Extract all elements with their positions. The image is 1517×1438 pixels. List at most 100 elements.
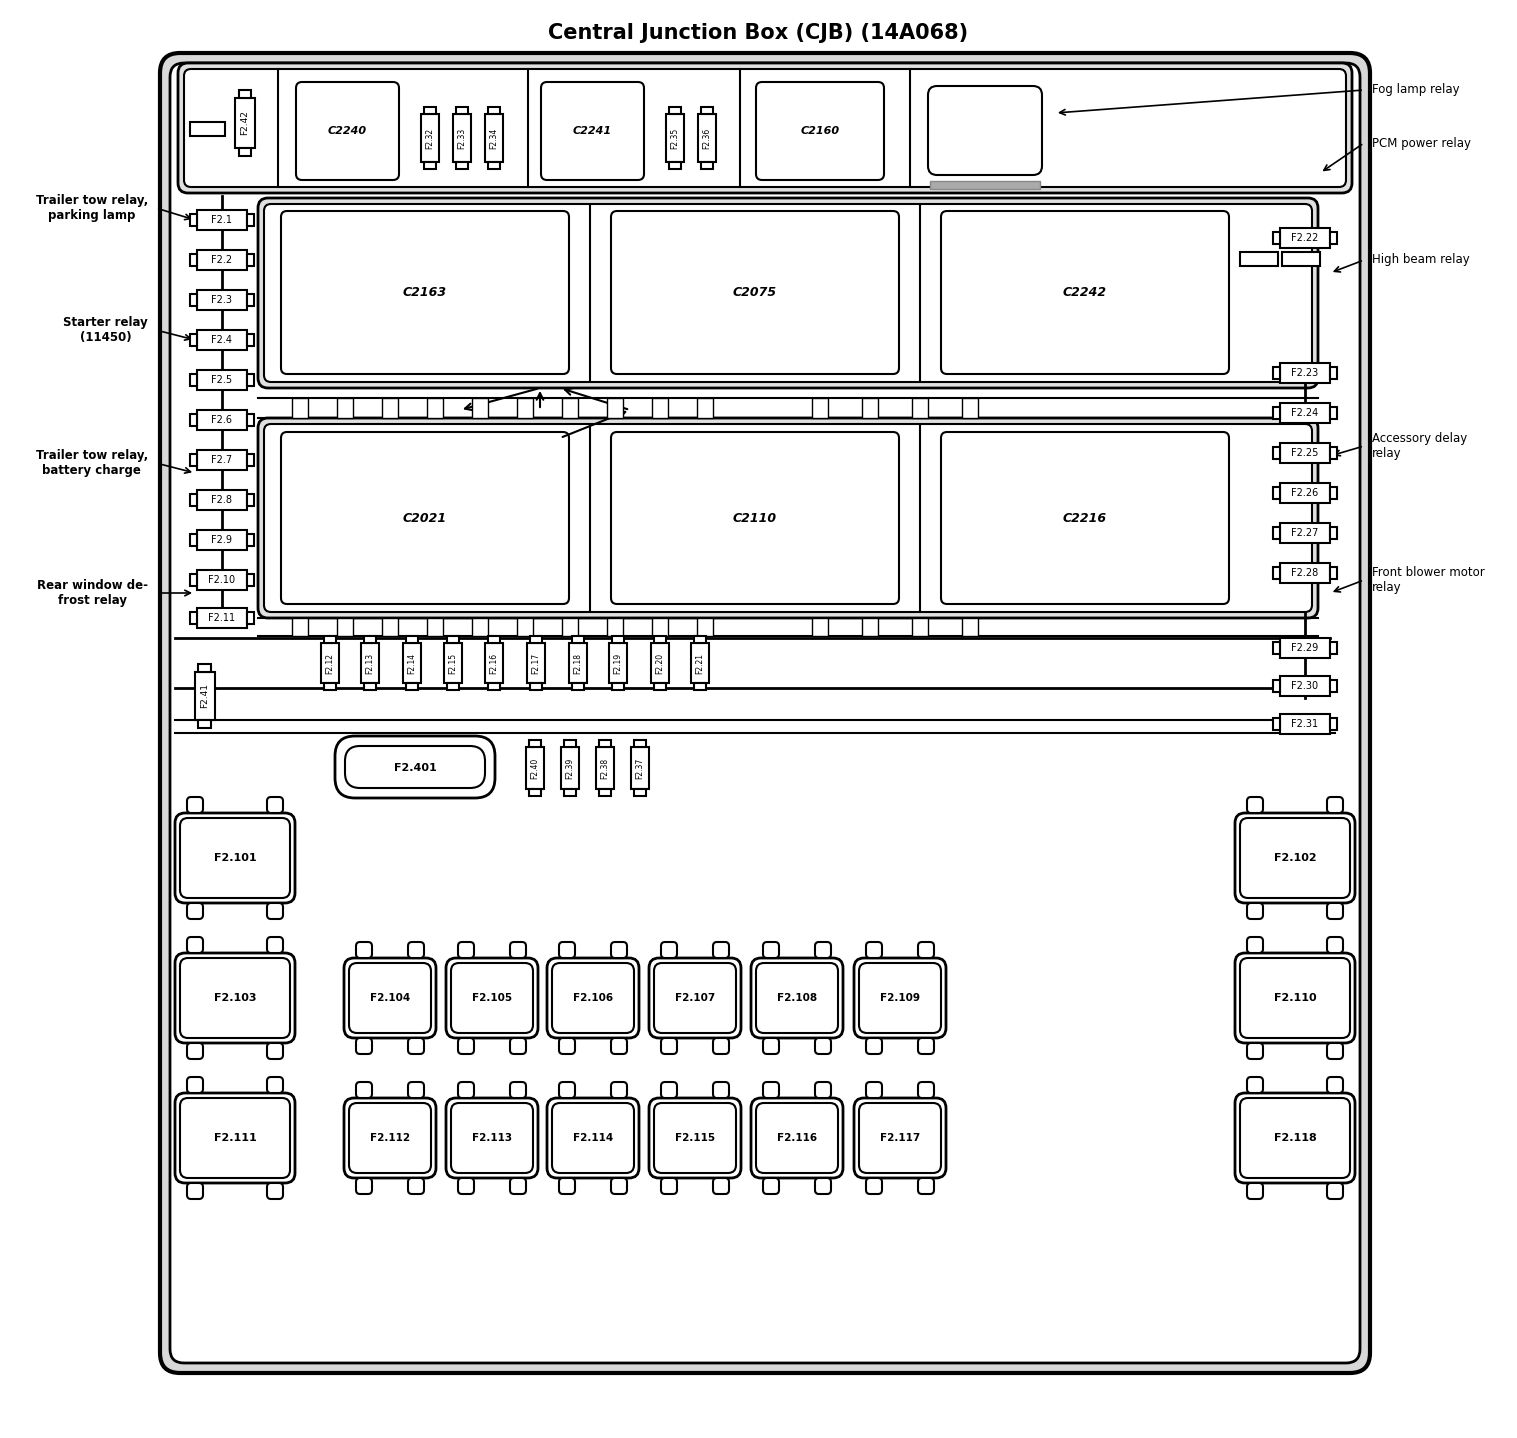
FancyBboxPatch shape — [510, 1178, 526, 1194]
FancyBboxPatch shape — [1235, 1093, 1355, 1183]
FancyBboxPatch shape — [1327, 1077, 1343, 1093]
FancyBboxPatch shape — [751, 958, 843, 1038]
FancyBboxPatch shape — [510, 1038, 526, 1054]
Bar — [197, 329, 247, 349]
Bar — [190, 495, 197, 506]
Text: F2.118: F2.118 — [1274, 1133, 1317, 1143]
FancyBboxPatch shape — [749, 76, 890, 186]
FancyBboxPatch shape — [536, 76, 649, 186]
Text: Accessory delay
relay: Accessory delay relay — [1371, 431, 1467, 460]
FancyBboxPatch shape — [815, 1178, 831, 1194]
Text: F2.1: F2.1 — [211, 216, 232, 224]
Bar — [190, 374, 197, 385]
FancyBboxPatch shape — [408, 1038, 423, 1054]
Bar — [611, 636, 623, 643]
Text: F2.113: F2.113 — [472, 1133, 513, 1143]
Bar — [651, 643, 669, 683]
Bar — [407, 636, 419, 643]
Text: F2.38: F2.38 — [601, 758, 610, 778]
Text: F2.42: F2.42 — [241, 111, 249, 135]
FancyBboxPatch shape — [349, 1103, 431, 1173]
Text: Rear window de-
frost relay: Rear window de- frost relay — [36, 580, 149, 607]
Bar — [361, 643, 379, 683]
Bar — [669, 106, 681, 114]
Bar — [247, 574, 253, 587]
Bar — [197, 210, 247, 230]
Text: F2.108: F2.108 — [777, 994, 818, 1002]
FancyBboxPatch shape — [661, 942, 677, 958]
FancyBboxPatch shape — [941, 211, 1229, 374]
FancyBboxPatch shape — [446, 958, 539, 1038]
FancyBboxPatch shape — [174, 1093, 294, 1183]
Bar — [472, 618, 488, 636]
Text: F2.110: F2.110 — [1274, 994, 1317, 1002]
Text: F2.33: F2.33 — [458, 128, 467, 148]
FancyBboxPatch shape — [548, 958, 639, 1038]
FancyBboxPatch shape — [542, 82, 645, 180]
FancyBboxPatch shape — [934, 206, 1235, 380]
Bar — [1330, 641, 1336, 654]
Bar — [364, 683, 376, 690]
FancyBboxPatch shape — [854, 958, 947, 1038]
FancyBboxPatch shape — [267, 1183, 284, 1199]
Text: F2.112: F2.112 — [370, 1133, 410, 1143]
Bar — [701, 162, 713, 170]
Bar — [325, 683, 335, 690]
FancyBboxPatch shape — [713, 1178, 730, 1194]
Bar — [1330, 447, 1336, 459]
Bar — [1280, 483, 1330, 503]
FancyBboxPatch shape — [866, 1178, 881, 1194]
Text: F2.12: F2.12 — [326, 653, 335, 673]
Bar — [197, 490, 247, 510]
FancyBboxPatch shape — [267, 903, 284, 919]
FancyBboxPatch shape — [763, 942, 780, 958]
Text: C2240: C2240 — [328, 127, 367, 137]
Bar — [526, 746, 545, 789]
FancyBboxPatch shape — [713, 1081, 730, 1099]
Text: F2.115: F2.115 — [675, 1133, 715, 1143]
FancyBboxPatch shape — [177, 63, 1352, 193]
Bar — [634, 741, 646, 746]
Bar — [488, 106, 501, 114]
Bar — [1330, 567, 1336, 580]
FancyBboxPatch shape — [1327, 903, 1343, 919]
Text: F2.40: F2.40 — [531, 758, 540, 778]
Bar — [1239, 252, 1277, 266]
Bar — [1280, 362, 1330, 383]
Text: F2.104: F2.104 — [370, 994, 410, 1002]
Bar — [426, 618, 443, 636]
Text: F2.17: F2.17 — [531, 653, 540, 673]
FancyBboxPatch shape — [763, 1178, 780, 1194]
Bar — [199, 664, 211, 672]
Bar — [607, 618, 623, 636]
Bar — [448, 636, 460, 643]
Bar — [517, 618, 532, 636]
FancyBboxPatch shape — [934, 426, 1235, 610]
Bar — [197, 290, 247, 311]
Text: F2.11: F2.11 — [208, 613, 235, 623]
Text: High beam relay: High beam relay — [1371, 253, 1470, 266]
FancyBboxPatch shape — [1327, 938, 1343, 953]
Text: F2.21: F2.21 — [695, 653, 704, 673]
Text: F2.102: F2.102 — [1274, 853, 1317, 863]
Bar — [1280, 676, 1330, 696]
Text: F2.19: F2.19 — [613, 653, 622, 673]
Text: Front blower motor
relay: Front blower motor relay — [1371, 567, 1485, 594]
FancyBboxPatch shape — [187, 1043, 203, 1058]
FancyBboxPatch shape — [344, 958, 435, 1038]
FancyBboxPatch shape — [661, 1038, 677, 1054]
Text: F2.114: F2.114 — [573, 1133, 613, 1143]
FancyBboxPatch shape — [611, 1038, 627, 1054]
Bar — [962, 618, 978, 636]
Bar — [666, 114, 684, 162]
Text: F2.105: F2.105 — [472, 994, 513, 1002]
Bar — [634, 789, 646, 797]
Text: F2.20: F2.20 — [655, 653, 664, 673]
Text: F2.22: F2.22 — [1291, 233, 1318, 243]
Bar — [1330, 718, 1336, 731]
Bar — [930, 181, 1041, 188]
FancyBboxPatch shape — [290, 76, 405, 186]
Bar — [529, 636, 542, 643]
Bar — [529, 683, 542, 690]
FancyBboxPatch shape — [275, 426, 575, 610]
